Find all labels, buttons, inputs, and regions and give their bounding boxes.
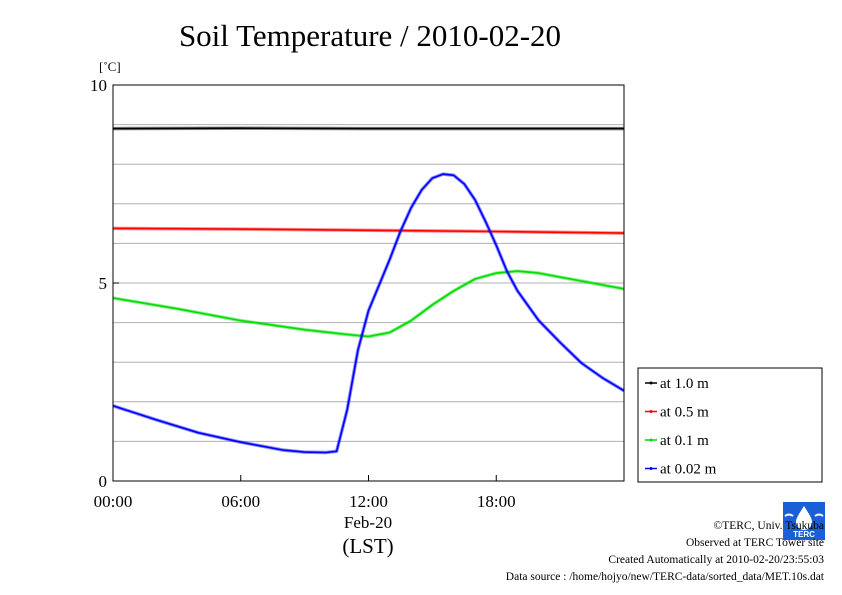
- legend-label: at 0.1 m: [660, 433, 709, 449]
- y-tick-label: 5: [99, 274, 108, 293]
- y-unit-label: [˚C]: [99, 59, 121, 74]
- legend-marker: [649, 381, 653, 385]
- logo-text: TERC: [793, 530, 815, 539]
- x-tick-label: 18:00: [477, 492, 516, 511]
- legend-label: at 0.02 m: [660, 462, 717, 478]
- plot-frame: [112, 84, 625, 482]
- y-tick-label: 0: [99, 472, 108, 491]
- x-timezone-label: (LST): [342, 534, 393, 558]
- legend-label: at 1.0 m: [660, 376, 709, 392]
- legend-box: [637, 367, 823, 483]
- x-tick-label: 12:00: [349, 492, 388, 511]
- series-line: [112, 270, 625, 338]
- series-line-halo: [112, 269, 625, 339]
- legend-marker: [649, 467, 653, 470]
- series-line: [112, 227, 625, 234]
- site-text: Observed at TERC Tower site: [685, 537, 824, 549]
- axis-ticks: 0 5 10 00:00 06:00 12:00 18:00: [90, 76, 516, 511]
- credits-block: ©TERC, Univ. Tsukuba Observed at TERC To…: [506, 518, 824, 586]
- x-tick-label: 00:00: [94, 492, 133, 511]
- created-text: Created Automatically at 2010-02-20/23:5…: [608, 554, 824, 566]
- x-date-label: Feb-20: [344, 513, 392, 532]
- x-tick-label: 06:00: [221, 492, 260, 511]
- terc-logo: TERC: [783, 502, 825, 545]
- legend-marker: [649, 438, 653, 442]
- source-text: Data source : /home/hojyo/new/TERC-data/…: [505, 571, 824, 583]
- legend-label: at 0.5 m: [660, 405, 709, 421]
- series-line: [112, 173, 625, 454]
- chart-title: Soil Temperature / 2010-02-20: [179, 18, 561, 53]
- legend-marker: [649, 410, 653, 413]
- legend: at 1.0 m at 0.5 m at 0.1 m at 0.02 m: [637, 367, 823, 483]
- series-layer: [112, 126, 625, 455]
- copyright-text: ©TERC, Univ. Tsukuba: [713, 520, 824, 532]
- y-tick-label: 10: [90, 76, 107, 95]
- grid-lines: [113, 124, 624, 442]
